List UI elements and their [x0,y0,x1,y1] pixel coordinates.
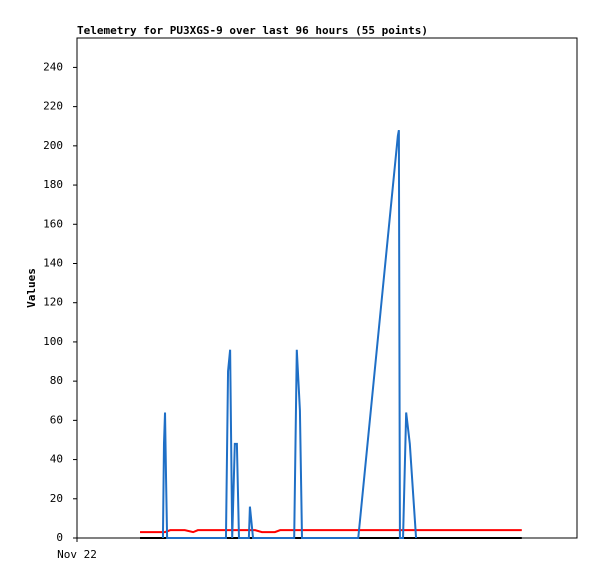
y-tick-label: 0 [56,531,63,544]
y-tick-label: 240 [43,60,63,73]
plot-frame [76,37,578,539]
y-tick-label: 20 [50,492,63,505]
y-tick-label: 60 [50,413,63,426]
y-tick-label: 120 [43,296,63,309]
series-line [140,529,522,534]
y-tick-label: 80 [50,374,63,387]
y-axis-label: Values [25,268,38,308]
y-tick-label: 180 [43,178,63,191]
x-tick-label: Nov 22 [57,548,97,561]
y-tick-label: 40 [50,453,63,466]
y-tick-label: 220 [43,100,63,113]
y-tick-label: 100 [43,335,63,348]
y-tick-label: 200 [43,139,63,152]
series-line [161,129,418,539]
chart-title: Telemetry for PU3XGS-9 over last 96 hour… [77,24,428,37]
y-tick-label: 140 [43,256,63,269]
y-tick-label: 160 [43,217,63,230]
